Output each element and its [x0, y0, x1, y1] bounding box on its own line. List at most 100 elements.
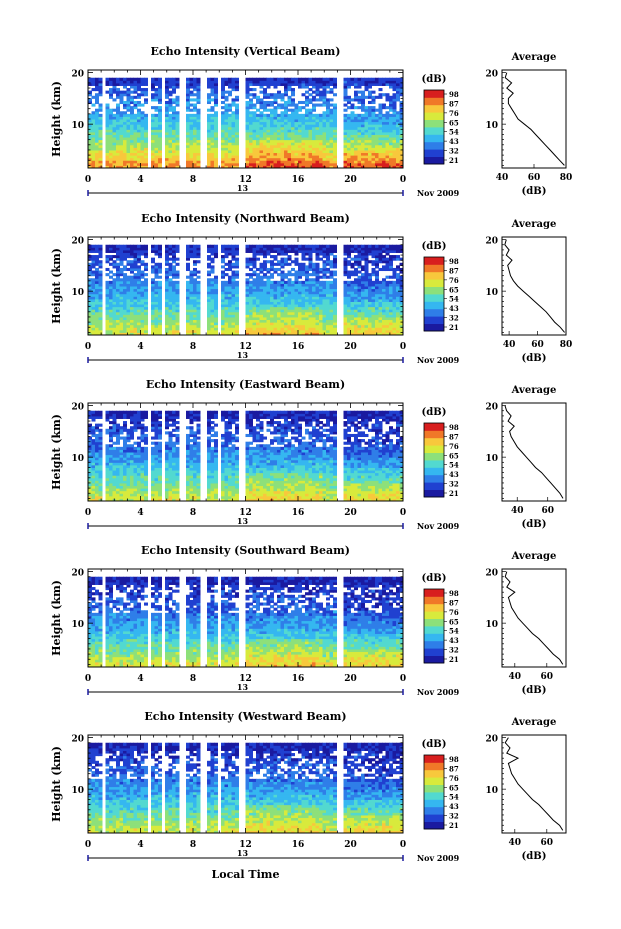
- heatmap-cell: [361, 332, 365, 336]
- heatmap-cell: [95, 80, 99, 84]
- heatmap-cell: [396, 129, 400, 133]
- heatmap-cell: [221, 316, 225, 321]
- heatmap-cell: [280, 275, 285, 279]
- heatmap-cell: [326, 111, 330, 115]
- heatmap-cell: [165, 129, 169, 133]
- heatmap-cell: [333, 301, 337, 305]
- heatmap-cell: [343, 267, 348, 272]
- heatmap-cell: [123, 301, 127, 305]
- heatmap-cell: [273, 257, 278, 261]
- heatmap-cell: [95, 306, 99, 310]
- heatmap-cell: [287, 165, 292, 169]
- heatmap-cell: [221, 291, 225, 295]
- heatmap-cell: [378, 88, 383, 92]
- heatmap-cell: [375, 139, 379, 143]
- heatmap-cell: [280, 98, 285, 102]
- heatmap-cell: [252, 252, 257, 256]
- colorbar-swatch: [424, 154, 444, 157]
- heatmap-cell: [119, 273, 124, 277]
- heatmap-cell: [308, 111, 313, 115]
- heatmap-cell: [126, 327, 131, 331]
- heatmap-cell: [158, 311, 162, 315]
- heatmap-cell: [305, 311, 309, 315]
- heatmap-cell: [266, 95, 271, 99]
- heatmap-cell: [350, 155, 355, 159]
- heatmap-cell: [284, 80, 288, 84]
- heatmap-cell: [280, 278, 285, 282]
- heatmap-cell: [319, 131, 323, 135]
- heatmap-cell: [371, 296, 376, 300]
- heatmap-cell: [210, 139, 215, 143]
- heatmap-cell: [158, 121, 162, 125]
- heatmap-cell: [389, 126, 393, 130]
- heatmap-cell: [301, 85, 306, 89]
- heatmap-cell: [364, 119, 369, 123]
- heatmap-cell: [364, 301, 369, 305]
- heatmap-cell: [350, 113, 355, 117]
- heatmap-cell: [389, 296, 393, 300]
- heatmap-cell: [133, 301, 138, 305]
- heatmap-cell: [315, 119, 320, 123]
- heatmap-cell: [130, 90, 134, 94]
- heatmap-cell: [357, 152, 362, 156]
- heatmap-cell: [196, 100, 201, 105]
- heatmap-cell: [354, 324, 358, 328]
- heatmap-cell: [140, 93, 145, 97]
- heatmap-cell: [130, 131, 134, 135]
- heatmap-cell: [273, 314, 278, 318]
- heatmap-cell: [350, 324, 355, 328]
- heatmap-cell: [235, 288, 239, 292]
- heatmap-cell: [301, 129, 306, 133]
- heatmap-cell: [158, 147, 162, 151]
- heatmap-cell: [231, 162, 236, 166]
- heatmap-cell: [193, 329, 197, 333]
- heatmap-cell: [298, 160, 302, 164]
- heatmap-cell: [158, 80, 162, 84]
- heatmap-cell: [371, 162, 376, 166]
- heatmap-cell: [144, 267, 148, 272]
- heatmap-cell: [361, 322, 365, 326]
- heatmap-cell: [123, 288, 127, 292]
- heatmap-cell: [284, 131, 288, 135]
- heatmap-cell: [266, 157, 271, 161]
- heatmap-cell: [308, 252, 313, 256]
- heatmap-cell: [368, 90, 372, 94]
- heatmap-cell: [168, 249, 173, 253]
- heatmap-cell: [329, 124, 334, 128]
- heatmap-cell: [235, 165, 239, 169]
- heatmap-cell: [151, 332, 155, 336]
- heatmap-cell: [165, 293, 169, 297]
- heatmap-cell: [175, 283, 180, 287]
- heatmap-cell: [326, 160, 330, 164]
- heatmap-cell: [301, 298, 306, 302]
- heatmap-cell: [389, 244, 393, 248]
- heatmap-cell: [88, 157, 92, 161]
- heatmap-cell: [228, 131, 232, 135]
- heatmap-cell: [224, 244, 229, 248]
- heatmap-cell: [151, 77, 155, 81]
- heatmap-cell: [137, 293, 141, 297]
- heatmap-cell: [319, 119, 323, 123]
- heatmap-cell: [144, 273, 148, 277]
- heatmap-cell: [224, 273, 229, 277]
- heatmap-cell: [273, 309, 278, 313]
- heatmap-cell: [287, 160, 292, 164]
- heatmap-cell: [357, 165, 362, 169]
- heatmap-cell: [333, 82, 337, 86]
- heatmap-cell: [382, 291, 386, 295]
- heatmap-cell: [263, 142, 267, 146]
- heatmap-cell: [207, 129, 211, 133]
- heatmap-cell: [312, 278, 316, 282]
- heatmap-cell: [368, 316, 372, 321]
- average-x-tick-label: 60: [528, 173, 541, 183]
- heatmap-cell: [214, 283, 218, 287]
- heatmap-cell: [291, 116, 295, 120]
- heatmap-cell: [284, 327, 288, 331]
- heatmap-cell: [98, 329, 103, 333]
- heatmap-cell: [256, 77, 260, 81]
- heatmap-cell: [207, 137, 211, 141]
- heatmap-cell: [266, 126, 271, 130]
- heatmap-cell: [333, 327, 337, 331]
- heatmap-cell: [368, 119, 372, 123]
- heatmap-cell: [364, 134, 369, 138]
